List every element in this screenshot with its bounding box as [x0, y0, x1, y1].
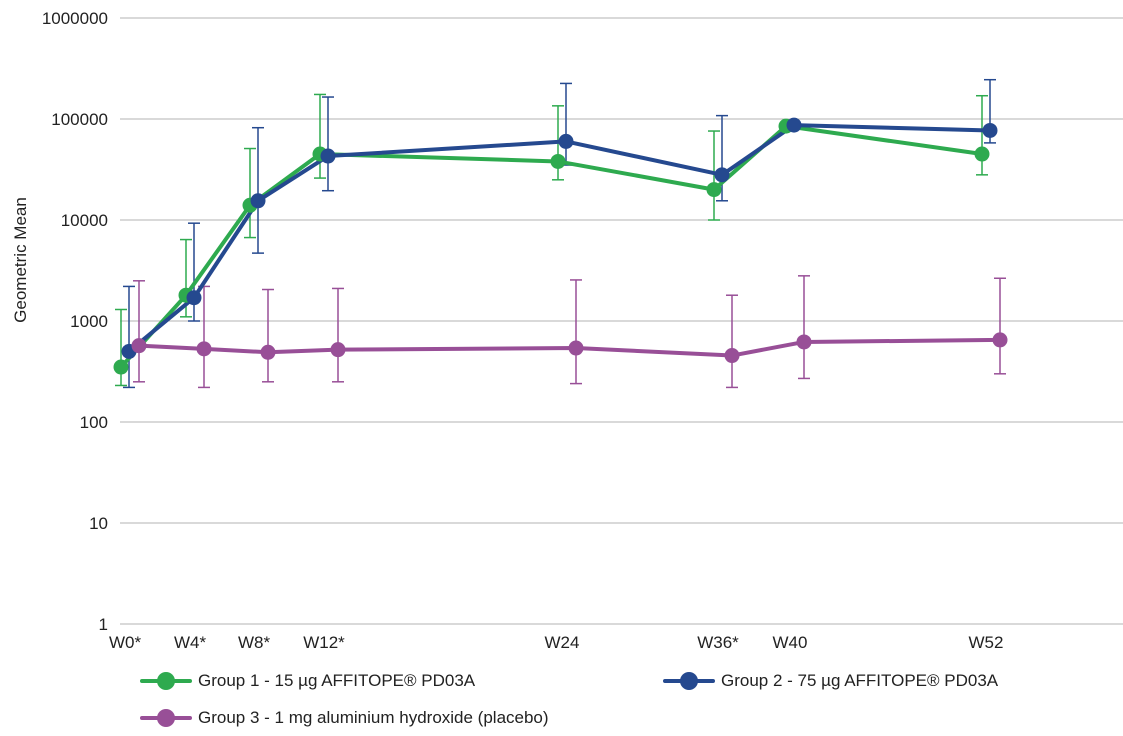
legend-item-group-3: Group 3 - 1 mg aluminium hydroxide (plac…	[140, 708, 549, 728]
data-point	[261, 345, 276, 360]
x-tick-label: W4*	[174, 633, 207, 652]
x-tick-label: W52	[969, 633, 1004, 652]
y-tick-label: 10000	[61, 211, 108, 230]
y-tick-label: 100	[80, 413, 108, 432]
legend-swatch-icon	[140, 708, 192, 728]
legend-label: Group 2 - 75 µg AFFITOPE® PD03A	[721, 671, 998, 691]
legend-label: Group 3 - 1 mg aluminium hydroxide (plac…	[198, 708, 549, 728]
y-tick-label: 1	[99, 615, 108, 634]
data-point	[551, 154, 566, 169]
x-tick-label: W8*	[238, 633, 271, 652]
data-point	[975, 147, 990, 162]
data-point	[715, 167, 730, 182]
y-tick-label: 1000	[70, 312, 108, 331]
data-point	[187, 290, 202, 305]
data-point	[114, 360, 129, 375]
y-axis-label: Geometric Mean	[11, 197, 30, 323]
data-point	[707, 182, 722, 197]
data-point	[983, 123, 998, 138]
x-tick-label: W0*	[109, 633, 142, 652]
data-point	[331, 342, 346, 357]
data-point	[132, 338, 147, 353]
y-tick-label: 100000	[51, 110, 108, 129]
data-point	[197, 341, 212, 356]
data-point	[321, 149, 336, 164]
legend-swatch-icon	[140, 671, 192, 691]
x-tick-label: W12*	[303, 633, 345, 652]
data-point	[569, 341, 584, 356]
y-tick-label: 1000000	[42, 9, 108, 28]
x-tick-label: W40	[773, 633, 808, 652]
legend-item-group-2: Group 2 - 75 µg AFFITOPE® PD03A	[663, 671, 998, 691]
data-point	[251, 193, 266, 208]
data-point	[725, 348, 740, 363]
data-point	[787, 118, 802, 133]
legend-label: Group 1 - 15 µg AFFITOPE® PD03A	[198, 671, 475, 691]
data-point	[559, 134, 574, 149]
y-tick-label: 10	[89, 514, 108, 533]
legend-swatch-icon	[663, 671, 715, 691]
x-tick-label: W24	[545, 633, 580, 652]
legend-item-group-1: Group 1 - 15 µg AFFITOPE® PD03A	[140, 671, 475, 691]
data-point	[993, 332, 1008, 347]
x-tick-label: W36*	[697, 633, 739, 652]
data-point	[797, 334, 812, 349]
